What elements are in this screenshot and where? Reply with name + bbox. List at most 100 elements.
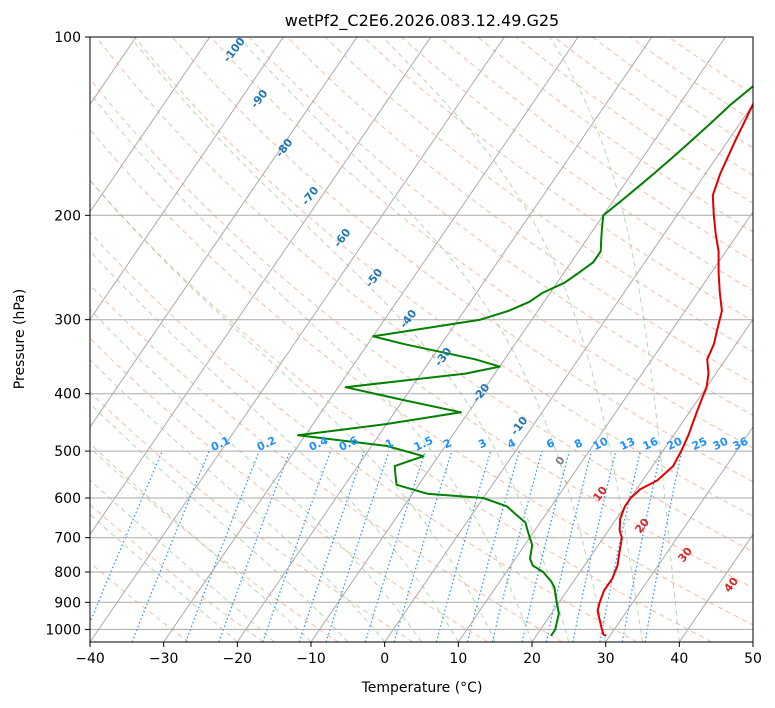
mixing-ratio-line	[466, 450, 520, 642]
mixing-ratio-line	[262, 450, 332, 642]
isotherm-label: 20	[632, 516, 652, 536]
dry-adiabat-line	[90, 78, 753, 589]
mixing-ratio-line	[545, 450, 593, 642]
dry-adiabat-line	[90, 284, 563, 642]
dry-adiabat-line	[324, 37, 753, 353]
isotherm-line	[163, 37, 579, 642]
mixing-ratio-line	[185, 450, 260, 642]
mixing-ratio-label: 20	[665, 435, 685, 453]
mixing-ratio-label: 36	[731, 435, 751, 453]
x-tick-label: 20	[523, 651, 541, 667]
isotherm-line	[752, 641, 753, 642]
isotherm-line	[90, 37, 211, 213]
y-tick-label: 300	[54, 313, 81, 329]
moist-adiabat-line	[382, 37, 643, 642]
isotherm-line	[384, 103, 753, 642]
isotherm-line	[0, 37, 62, 642]
mixing-ratio-label: 8	[572, 436, 584, 451]
mixing-ratio-line	[621, 450, 662, 642]
y-axis-label: Pressure (hPa)	[12, 289, 28, 389]
mixing-ratio-label: 25	[690, 435, 709, 453]
moist-adiabat-line	[90, 250, 459, 642]
moist-adiabat-line	[90, 359, 386, 642]
isotherm-label: -80	[273, 136, 296, 160]
x-tick-label: −30	[149, 651, 179, 667]
isotherm-label: -90	[248, 87, 271, 111]
y-tick-label: 100	[54, 30, 81, 46]
dry-adiabat-line	[515, 37, 753, 205]
isotherm-label: -70	[299, 184, 322, 208]
x-tick-label: 40	[670, 651, 688, 667]
mixing-ratio-line	[131, 450, 210, 642]
x-tick-label: −10	[296, 651, 326, 667]
dry-adiabat-line	[401, 37, 753, 292]
dewpoint-profile-line	[297, 84, 753, 637]
temperature-profile-line	[596, 102, 753, 637]
y-tick-label: 400	[54, 387, 81, 403]
x-axis-label: Temperature (°C)	[361, 680, 483, 696]
mixing-ratio-label: 4	[505, 436, 518, 451]
dry-adiabat-line	[90, 447, 339, 642]
isotherm-line	[90, 37, 284, 321]
moist-adiabat-line	[90, 403, 349, 642]
isotherm-label: -100	[221, 35, 248, 65]
mixing-ratio-label: 1	[383, 436, 395, 451]
isotherm-label: 0	[553, 454, 568, 468]
mixing-ratio-label: 16	[641, 435, 661, 453]
moist-adiabat-line	[90, 513, 238, 642]
plot-area: -100-90-80-70-60-50-40-30-20-10010203040…	[0, 30, 762, 667]
moist-adiabat-line	[549, 37, 680, 642]
x-tick-label: 50	[744, 651, 762, 667]
dry-adiabat-line	[90, 562, 190, 642]
isotherm-line	[236, 37, 653, 642]
isotherm-label: -20	[470, 381, 493, 405]
dry-adiabat-line	[477, 37, 753, 233]
x-tick-label: 30	[597, 651, 615, 667]
y-tick-label: 600	[54, 491, 81, 507]
isotherm-line	[605, 426, 753, 642]
mixing-ratio-line	[218, 450, 291, 642]
x-tick-label: 10	[449, 651, 467, 667]
mixing-ratio-line	[435, 450, 492, 642]
x-tick-label: 0	[380, 651, 389, 667]
y-tick-label: 1000	[45, 622, 81, 638]
dry-adiabat-line	[90, 391, 414, 642]
y-tick-label: 700	[54, 531, 81, 547]
y-tick-label: 200	[54, 208, 81, 224]
mixing-ratio-label: 13	[618, 435, 637, 453]
mixing-ratio-line	[393, 450, 453, 642]
y-tick-label: 900	[54, 595, 81, 611]
mixing-ratio-line	[491, 450, 543, 642]
mixing-ratio-line	[521, 450, 570, 642]
isotherm-line	[90, 37, 505, 642]
mixing-ratio-label: 3	[476, 436, 488, 451]
isotherm-line	[90, 37, 358, 428]
x-tick-label: −20	[223, 651, 253, 667]
x-tick-label: −40	[75, 651, 105, 667]
chart-title: wetPf2_C2E6.2026.083.12.49.G25	[285, 11, 559, 31]
isotherm-label: -30	[432, 345, 455, 369]
mixing-ratio-line	[572, 450, 617, 642]
moist-adiabat-line	[90, 92, 533, 642]
isotherm-line	[678, 533, 753, 642]
mixing-ratio-line	[364, 450, 426, 642]
plot-clipped-layer	[0, 37, 753, 642]
isotherm-line	[457, 210, 753, 642]
dry-adiabat-line	[210, 37, 753, 449]
mixing-ratio-line	[325, 450, 390, 642]
dry-adiabat-line	[90, 231, 638, 642]
isotherm-label: 10	[590, 484, 610, 504]
dry-adiabat-line	[90, 179, 712, 642]
isotherm-label: -50	[363, 266, 386, 290]
mixing-ratio-label: 10	[591, 435, 611, 453]
isotherm-label: 30	[675, 545, 695, 565]
dry-adiabat-line	[90, 128, 753, 626]
moist-adiabat-line	[90, 308, 422, 642]
moist-adiabat-line	[90, 179, 496, 642]
isotherm-label: -60	[331, 226, 354, 250]
mixing-ratio-line	[298, 450, 365, 642]
dry-adiabat-line	[439, 37, 753, 262]
isotherm-line	[310, 37, 726, 642]
isotherm-label: 40	[721, 575, 741, 595]
moist-adiabat-line	[90, 442, 312, 642]
